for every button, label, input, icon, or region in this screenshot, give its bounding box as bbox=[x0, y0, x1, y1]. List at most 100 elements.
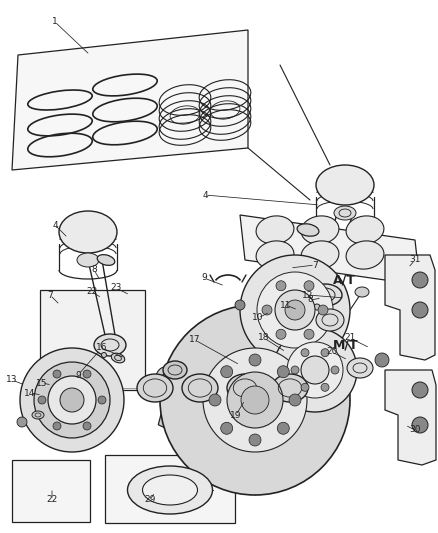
Circle shape bbox=[412, 272, 428, 288]
Circle shape bbox=[53, 422, 61, 430]
Circle shape bbox=[257, 272, 333, 348]
Ellipse shape bbox=[346, 216, 384, 244]
Circle shape bbox=[301, 349, 309, 357]
Circle shape bbox=[48, 376, 96, 424]
Polygon shape bbox=[240, 215, 420, 285]
Text: 22: 22 bbox=[86, 287, 98, 296]
Text: 7: 7 bbox=[47, 290, 53, 300]
Circle shape bbox=[221, 422, 233, 434]
Circle shape bbox=[249, 354, 261, 366]
Circle shape bbox=[235, 300, 245, 310]
Ellipse shape bbox=[210, 401, 234, 419]
Ellipse shape bbox=[297, 224, 319, 236]
Ellipse shape bbox=[308, 284, 342, 306]
Circle shape bbox=[331, 366, 339, 374]
Text: 9: 9 bbox=[75, 370, 81, 379]
Circle shape bbox=[321, 349, 329, 357]
Text: 13: 13 bbox=[6, 376, 18, 384]
Circle shape bbox=[412, 417, 428, 433]
Bar bbox=[12, 460, 90, 522]
Circle shape bbox=[249, 434, 261, 446]
Circle shape bbox=[203, 348, 307, 452]
Ellipse shape bbox=[301, 241, 339, 269]
Circle shape bbox=[301, 383, 309, 391]
Ellipse shape bbox=[316, 165, 374, 205]
Ellipse shape bbox=[77, 253, 99, 267]
Text: 15: 15 bbox=[36, 378, 48, 387]
Text: 21: 21 bbox=[344, 334, 356, 343]
Polygon shape bbox=[158, 403, 189, 433]
Circle shape bbox=[375, 353, 389, 367]
Text: 1: 1 bbox=[52, 18, 58, 27]
Ellipse shape bbox=[355, 287, 369, 297]
Text: 4: 4 bbox=[52, 221, 58, 230]
Circle shape bbox=[287, 342, 343, 398]
Circle shape bbox=[38, 396, 46, 404]
Ellipse shape bbox=[97, 255, 115, 265]
Text: 8: 8 bbox=[91, 265, 97, 274]
Ellipse shape bbox=[256, 241, 294, 269]
Ellipse shape bbox=[94, 334, 126, 356]
Text: 4: 4 bbox=[202, 190, 208, 199]
Circle shape bbox=[98, 396, 106, 404]
Ellipse shape bbox=[256, 361, 280, 379]
Polygon shape bbox=[385, 255, 435, 360]
Ellipse shape bbox=[202, 380, 222, 410]
Text: 30: 30 bbox=[409, 425, 421, 434]
Text: 19: 19 bbox=[230, 410, 242, 419]
Circle shape bbox=[83, 370, 91, 378]
Circle shape bbox=[17, 417, 27, 427]
Ellipse shape bbox=[346, 241, 384, 269]
Circle shape bbox=[285, 300, 305, 320]
Ellipse shape bbox=[314, 304, 320, 310]
Text: 18: 18 bbox=[258, 334, 270, 343]
Circle shape bbox=[412, 382, 428, 398]
Text: 20: 20 bbox=[326, 348, 338, 357]
Circle shape bbox=[412, 302, 428, 318]
Text: M/T: M/T bbox=[333, 338, 359, 351]
Circle shape bbox=[321, 383, 329, 391]
Ellipse shape bbox=[334, 206, 356, 220]
Circle shape bbox=[221, 366, 233, 378]
Text: 29: 29 bbox=[144, 496, 155, 505]
Text: A/T: A/T bbox=[333, 273, 356, 287]
Text: 12: 12 bbox=[302, 290, 314, 300]
Ellipse shape bbox=[102, 352, 106, 358]
Polygon shape bbox=[40, 290, 145, 390]
Ellipse shape bbox=[301, 216, 339, 244]
Circle shape bbox=[241, 386, 269, 414]
Circle shape bbox=[276, 281, 286, 290]
Polygon shape bbox=[251, 403, 283, 433]
Ellipse shape bbox=[182, 374, 218, 402]
Text: 11: 11 bbox=[280, 301, 292, 310]
Circle shape bbox=[262, 305, 272, 315]
Ellipse shape bbox=[127, 466, 212, 514]
Ellipse shape bbox=[163, 361, 187, 379]
Ellipse shape bbox=[59, 211, 117, 253]
Circle shape bbox=[53, 370, 61, 378]
Circle shape bbox=[160, 305, 350, 495]
Text: 10: 10 bbox=[252, 313, 264, 322]
Circle shape bbox=[276, 329, 286, 339]
Text: 23: 23 bbox=[110, 284, 122, 293]
Ellipse shape bbox=[227, 374, 263, 402]
Circle shape bbox=[60, 388, 84, 412]
Circle shape bbox=[275, 290, 315, 330]
Circle shape bbox=[20, 348, 124, 452]
Circle shape bbox=[227, 372, 283, 428]
Circle shape bbox=[209, 394, 221, 406]
Ellipse shape bbox=[142, 475, 198, 505]
Ellipse shape bbox=[32, 411, 44, 419]
Text: 22: 22 bbox=[46, 496, 58, 505]
Text: 31: 31 bbox=[409, 255, 421, 264]
Circle shape bbox=[240, 255, 350, 365]
Circle shape bbox=[83, 422, 91, 430]
Circle shape bbox=[304, 281, 314, 290]
Polygon shape bbox=[385, 370, 436, 465]
Ellipse shape bbox=[256, 216, 294, 244]
Ellipse shape bbox=[316, 309, 344, 331]
Text: 16: 16 bbox=[96, 343, 108, 352]
Text: 17: 17 bbox=[189, 335, 201, 344]
Ellipse shape bbox=[233, 379, 257, 397]
Bar bbox=[105, 455, 235, 523]
